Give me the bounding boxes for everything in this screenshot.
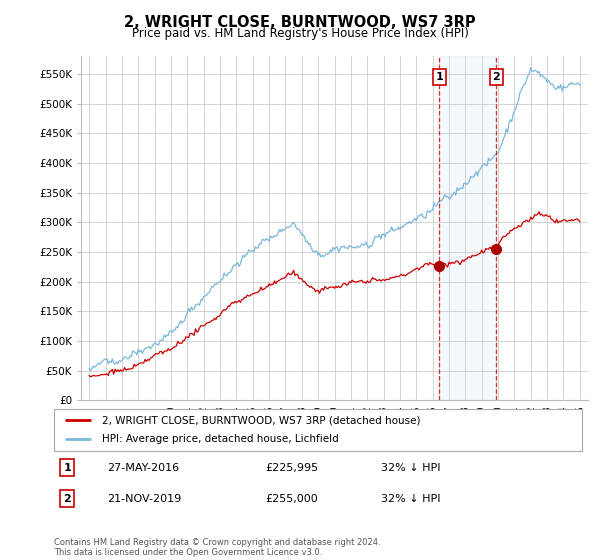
Text: 2: 2	[493, 72, 500, 82]
Text: 27-MAY-2016: 27-MAY-2016	[107, 463, 179, 473]
Text: £255,000: £255,000	[265, 494, 318, 503]
Text: 1: 1	[436, 72, 443, 82]
Text: 2, WRIGHT CLOSE, BURNTWOOD, WS7 3RP (detached house): 2, WRIGHT CLOSE, BURNTWOOD, WS7 3RP (det…	[101, 415, 420, 425]
Text: 32% ↓ HPI: 32% ↓ HPI	[382, 494, 441, 503]
Text: 2, WRIGHT CLOSE, BURNTWOOD, WS7 3RP: 2, WRIGHT CLOSE, BURNTWOOD, WS7 3RP	[124, 15, 476, 30]
Bar	[439, 56, 496, 400]
Text: 2: 2	[64, 494, 71, 503]
Text: £225,995: £225,995	[265, 463, 319, 473]
Text: 1: 1	[64, 463, 71, 473]
Text: Contains HM Land Registry data © Crown copyright and database right 2024.
This d: Contains HM Land Registry data © Crown c…	[54, 538, 380, 557]
Text: 21-NOV-2019: 21-NOV-2019	[107, 494, 181, 503]
FancyBboxPatch shape	[54, 409, 582, 451]
Text: HPI: Average price, detached house, Lichfield: HPI: Average price, detached house, Lich…	[101, 435, 338, 445]
Text: 32% ↓ HPI: 32% ↓ HPI	[382, 463, 441, 473]
Text: Price paid vs. HM Land Registry's House Price Index (HPI): Price paid vs. HM Land Registry's House …	[131, 27, 469, 40]
